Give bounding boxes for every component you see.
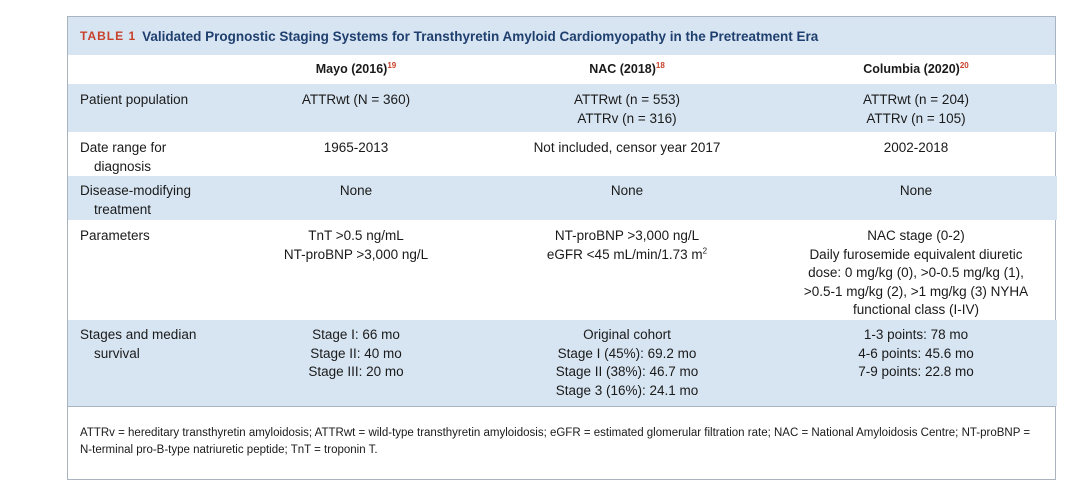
cell-nac-stages: Original cohort Stage I (45%): 69.2 mo S… xyxy=(479,320,775,406)
cell-columbia-population: ATTRwt (n = 204) ATTRv (n = 105) xyxy=(775,84,1057,132)
header-columbia: Columbia (2020)20 xyxy=(863,61,969,77)
header-nac: NAC (2018)18 xyxy=(589,61,665,77)
header-blank xyxy=(68,55,233,84)
cell-mayo-treatment: None xyxy=(233,176,479,220)
cell-columbia-date-range: 2002-2018 xyxy=(883,140,949,155)
row-label-patient-population: Patient population xyxy=(68,84,233,132)
ref-columbia: 20 xyxy=(959,61,969,71)
cell-nac-treatment: None xyxy=(479,176,775,220)
table-footnote: ATTRv = hereditary transthyretin amyloid… xyxy=(68,406,1055,459)
table-title: Validated Prognostic Staging Systems for… xyxy=(142,28,819,44)
table-row: Patient population ATTRwt (N = 360) ATTR… xyxy=(68,84,1057,132)
cell-nac-date-range: Not included, censor year 2017 xyxy=(533,140,721,155)
header-row: Mayo (2016)19 NAC (2018)18 Columbia (202… xyxy=(68,55,1057,84)
table-row: Stages and median survival Stage I: 66 m… xyxy=(68,320,1057,406)
staging-table-card: TABLE 1 Validated Prognostic Staging Sys… xyxy=(67,16,1057,480)
cell-mayo-parameters: TnT >0.5 ng/mL NT-proBNP >3,000 ng/L xyxy=(283,228,429,262)
cell-columbia-stages: 1-3 points: 78 mo 4-6 points: 45.6 mo 7-… xyxy=(775,320,1057,406)
ref-nac: 18 xyxy=(655,61,665,71)
cell-columbia-parameters: NAC stage (0-2) Daily furosemide equival… xyxy=(803,228,1029,317)
cell-nac-population: ATTRwt (n = 553) ATTRv (n = 316) xyxy=(479,84,775,132)
table-label: TABLE 1 xyxy=(80,29,137,43)
cell-mayo-date-range: 1965-2013 xyxy=(323,140,389,155)
table-row: Disease-modifying treatment None None No… xyxy=(68,176,1057,220)
header-mayo: Mayo (2016)19 xyxy=(315,61,397,77)
row-label-date-range: Date range for diagnosis xyxy=(80,140,167,174)
row-label-disease-modifying: Disease-modifying treatment xyxy=(68,176,233,220)
table-row: Parameters TnT >0.5 ng/mL NT-proBNP >3,0… xyxy=(68,220,1057,320)
cell-mayo-stages: Stage I: 66 mo Stage II: 40 mo Stage III… xyxy=(233,320,479,406)
ref-mayo: 19 xyxy=(387,61,397,71)
row-label-stages-survival: Stages and median survival xyxy=(68,320,233,406)
cell-columbia-treatment: None xyxy=(775,176,1057,220)
superscript-squared: 2 xyxy=(702,246,708,255)
staging-table: Mayo (2016)19 NAC (2018)18 Columbia (202… xyxy=(68,55,1057,406)
row-label-parameters: Parameters xyxy=(80,228,150,243)
cell-nac-parameters: NT-proBNP >3,000 ng/L eGFR <45 mL/min/1.… xyxy=(546,228,708,262)
table-row: Date range for diagnosis 1965-2013 Not i… xyxy=(68,132,1057,176)
table-caption: TABLE 1 Validated Prognostic Staging Sys… xyxy=(68,17,1055,55)
cell-mayo-population: ATTRwt (N = 360) xyxy=(233,84,479,132)
